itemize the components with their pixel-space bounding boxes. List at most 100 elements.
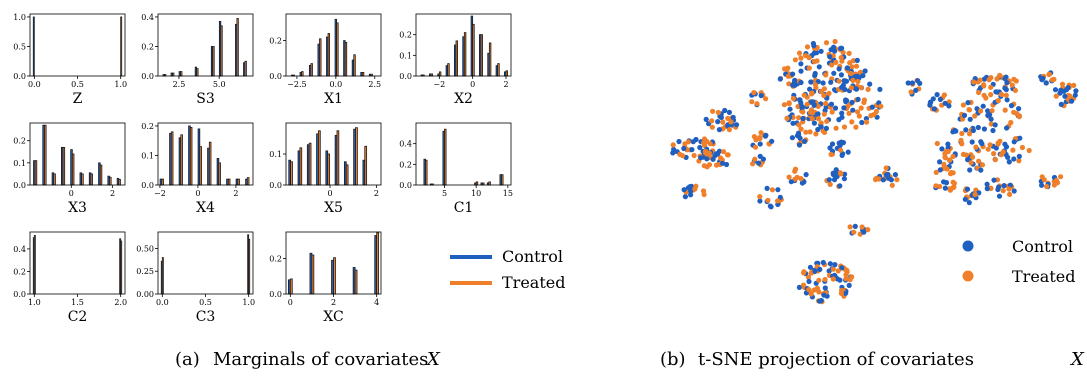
- tsne-point-treated: [710, 108, 716, 114]
- tsne-point-treated: [859, 224, 865, 230]
- tsne-point-control: [950, 129, 956, 135]
- tsne-point-treated: [1000, 149, 1006, 155]
- hist-x5-bar-treated: [327, 153, 330, 186]
- tsne-point-treated: [966, 131, 973, 137]
- tsne-point-treated: [807, 109, 814, 115]
- tsne-cluster: [786, 38, 865, 121]
- hist-x2-ytick-label: 0.1: [399, 51, 412, 60]
- tsne-point-treated: [1019, 144, 1025, 151]
- hist-z-frame: [29, 13, 126, 77]
- hist-x4-bar-treated: [208, 141, 212, 186]
- tsne-point-control: [1001, 183, 1007, 189]
- tsne-cluster: [796, 259, 855, 305]
- tsne-cluster: [786, 166, 809, 186]
- tsne-point-control: [788, 179, 794, 185]
- hist-x5-bar-treated: [318, 130, 321, 186]
- hist-x5: 0 2 0.0 0.1 X5: [269, 122, 382, 216]
- tsne-point-treated: [858, 85, 864, 91]
- tsne-point-control: [913, 87, 919, 93]
- tsne-point-treated: [808, 291, 814, 297]
- tsne-point-control: [670, 150, 676, 156]
- tsne-point-control: [681, 145, 687, 152]
- tsne-point-control: [1006, 159, 1012, 165]
- hist-x4-ytick-label: 0.1: [141, 151, 154, 160]
- tsne-point-control: [927, 102, 933, 108]
- tsne-point-treated: [981, 92, 987, 98]
- tsne-point-control: [841, 176, 848, 182]
- tsne-point-control: [1073, 88, 1079, 94]
- tsne-point-treated: [796, 115, 802, 121]
- tsne-point-control: [842, 171, 848, 177]
- hist-x3-bar-treated: [44, 124, 47, 186]
- hist-x5-ytick-label: 0.1: [269, 150, 282, 159]
- tsne-point-control: [836, 117, 842, 123]
- tsne-point-control: [756, 160, 762, 166]
- tsne-point-control: [710, 156, 716, 162]
- tsne-point-treated: [670, 142, 676, 148]
- tsne-point-control: [984, 181, 990, 187]
- hist-x1-frame: [285, 13, 382, 77]
- tsne-cluster: [984, 177, 1017, 199]
- tsne-point-control: [1011, 188, 1017, 194]
- tsne-point-treated: [849, 64, 855, 70]
- hist-x5-xtick-label: 2: [374, 189, 379, 198]
- tsne-point-control: [885, 171, 891, 177]
- tsne-point-treated: [835, 268, 841, 274]
- tsne-point-treated: [1012, 87, 1019, 93]
- tsne-point-control: [777, 194, 783, 200]
- hist-z-xlabel: Z: [73, 91, 83, 107]
- tsne-point-treated: [948, 169, 955, 176]
- tsne-point-treated: [946, 99, 952, 105]
- hist-c3-frame: [157, 231, 254, 295]
- tsne-point-treated: [709, 124, 715, 130]
- tsne-point-control: [814, 111, 820, 117]
- tsne-point-treated: [838, 55, 844, 61]
- tsne-point-control: [812, 268, 818, 274]
- tsne-point-treated: [804, 101, 810, 107]
- tsne-point-control: [826, 177, 832, 183]
- hist-c3-bar-treated: [248, 238, 251, 295]
- tsne-point-control: [811, 120, 818, 126]
- tsne-point-treated: [849, 119, 855, 125]
- hist-c3-ytick-label: 0.00: [136, 290, 154, 299]
- tsne-point-treated: [801, 92, 807, 98]
- tsne-point-control: [822, 285, 828, 291]
- hist-xc: 0 2 4 0.0 0.2 XC: [269, 231, 382, 325]
- hist-x1-bar-treated: [327, 33, 331, 77]
- tsne-point-control: [831, 70, 837, 76]
- caption-a: (a) Marginals of covariates X: [175, 349, 441, 370]
- tsne-point-control: [689, 147, 695, 153]
- tsne-point-treated: [809, 116, 816, 122]
- hist-z-bar-control: [32, 16, 35, 77]
- tsne-point-control: [764, 185, 770, 191]
- hist-x2-bar-treated: [455, 40, 458, 77]
- tsne-point-treated: [861, 97, 868, 103]
- tsne-point-treated: [833, 59, 839, 65]
- tsne-point-treated: [934, 140, 940, 147]
- tsne-point-treated: [784, 115, 790, 121]
- tsne-point-control: [842, 86, 848, 93]
- tsne-point-treated: [754, 101, 760, 107]
- tsne-point-treated: [751, 90, 757, 96]
- tsne-point-treated: [851, 229, 857, 235]
- tsne-point-treated: [693, 183, 699, 189]
- tsne-point-control: [831, 44, 837, 50]
- hist-x1-xtick-label: 0.0: [329, 80, 342, 89]
- tsne-point-treated: [976, 89, 982, 96]
- tsne-cluster: [703, 107, 736, 133]
- hist-x3-bar-treated: [81, 173, 84, 186]
- hist-x1-ytick-label: 0.0: [269, 72, 282, 81]
- hist-x5-bar-treated: [355, 127, 358, 186]
- hist-c1: 5 10 15 0.0 0.2 0.4 C1: [399, 122, 513, 216]
- tsne-point-control: [852, 223, 858, 229]
- tsne-point-treated: [933, 183, 939, 189]
- caption-b-text: t-SNE projection of covariates: [698, 349, 974, 370]
- hist-c3-xtick-label: 0.0: [156, 298, 169, 307]
- tsne-cluster: [1038, 174, 1064, 190]
- tsne-point-treated: [829, 62, 835, 68]
- hist-x3-xlabel: X3: [68, 200, 87, 216]
- tsne-point-control: [798, 61, 804, 67]
- tsne-point-treated: [725, 115, 731, 121]
- legend-a-treated-label: Treated: [502, 273, 565, 292]
